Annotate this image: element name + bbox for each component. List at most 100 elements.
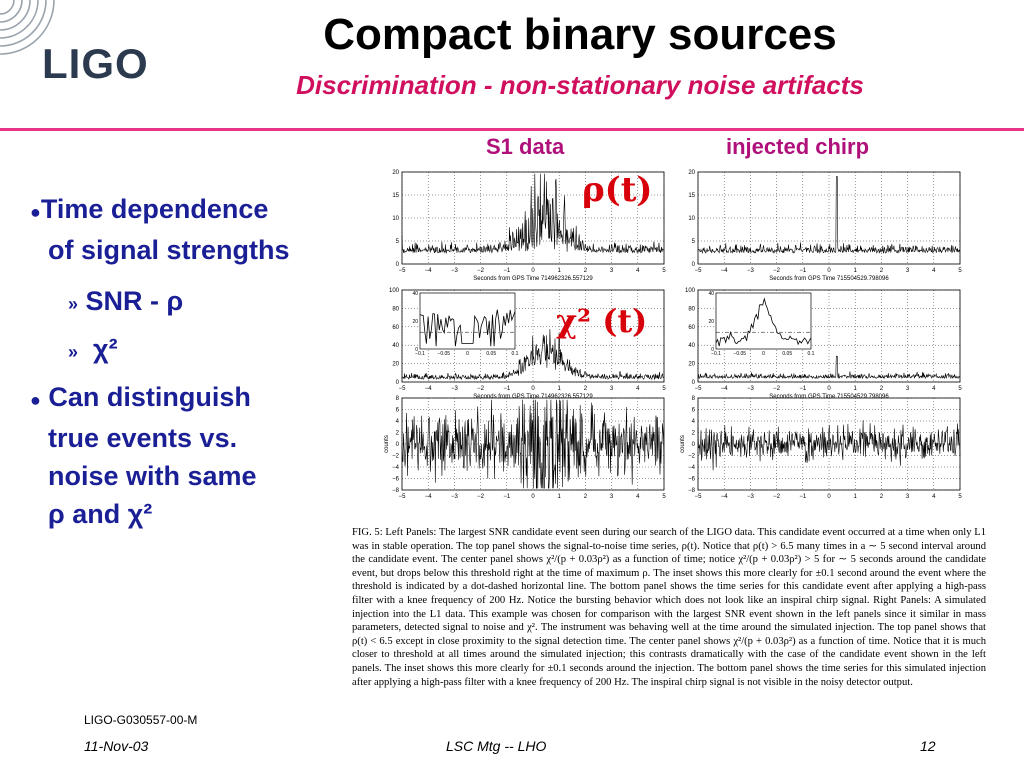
right-panel-2-inset-x-tick: −0.1 [711,351,721,357]
right-panel-2-x-tick: −3 [747,386,755,392]
left-panel-2-y-tick: 40 [392,343,399,349]
left-panel-1-x-tick: 2 [584,268,588,274]
right-panel-2-inset-x-tick: 0.05 [782,351,792,357]
right-panel-ylabel: counts [680,435,686,453]
right-panel-2-x-tick: −1 [799,386,807,392]
right-panel-1-x-tick: 3 [906,268,910,274]
left-panel-3-y-tick: 2 [396,431,400,437]
right-panel-1-x-tick: 5 [958,268,962,274]
footer-date: 11-Nov-03 [84,738,149,754]
right-panel-3-x-tick: 0 [827,494,831,500]
left-panel-2-inset-trace [419,309,516,347]
right-panel-3-x-tick: 5 [958,494,962,500]
left-panel-1-y-tick: 10 [392,216,399,222]
left-panel-3-y-tick: 8 [396,396,400,402]
left-panel-2-x-tick: −2 [477,386,485,392]
right-panel-1-y-tick: 0 [692,262,696,268]
left-panel-2-inset-x-tick: −0.05 [437,351,450,357]
right-panel-1-x-tick: −3 [747,268,755,274]
left-panel-3-y-tick: −6 [392,477,400,483]
right-panel-2-x-tick: 2 [880,386,884,392]
right-panel-3-x-tick: 1 [854,494,858,500]
sub-bullet-snr: » SNR - ρ [68,286,184,316]
chi-overlay-label: χ² (t) [556,302,648,340]
s1-data-label: S1 data [486,134,565,159]
left-panel-1-trace [401,173,665,254]
slide-subtitle: Discrimination - non-stationary noise ar… [296,70,864,100]
right-panel-1-x-tick: 2 [880,268,884,274]
right-panel-3-x-tick: −2 [773,494,781,500]
left-panel-3-y-tick: −2 [392,454,400,460]
left-panel-2-inset-x-tick: 0.1 [512,351,519,357]
left-panel-3-x-tick: −1 [503,494,511,500]
right-panel-1-x-tick: 0 [827,268,831,274]
right-panel-3-y-tick: 0 [692,442,696,448]
right-panel-2-inset-y-tick: 20 [708,319,714,325]
left-panel-3-x-tick: 4 [636,494,640,500]
right-panel-1-xlabel: Seconds from GPS Time 715504529.798096 [769,276,889,282]
left-panel-3-y-tick: −8 [392,488,400,494]
right-panel-1-y-tick: 15 [688,193,695,199]
right-panel-3-y-tick: −2 [688,454,696,460]
bullet-2-line-1: ● Can distinguish [30,382,251,412]
right-panel-2-inset-x-tick: 0 [762,351,765,357]
right-panel-1-x-tick: −1 [799,268,807,274]
left-panel-3-x-tick: 5 [662,494,666,500]
left-panel-2-x-tick: 5 [662,386,666,392]
sub-bullet-chi2: » χ² [68,334,118,364]
figure-caption: FIG. 5: Left Panels: The largest SNR can… [352,527,986,688]
right-panel-3-trace [697,420,961,471]
right-panel-3-y-tick: −6 [688,477,696,483]
right-panel-1-y-tick: 20 [688,170,695,176]
bullet-2-line-2: true events vs. [48,423,238,453]
left-panel-2-inset-y-tick: 20 [412,319,418,325]
right-panel-1-y-tick: 10 [688,216,695,222]
left-panel-3-x-tick: −5 [399,494,407,500]
left-panel-3-y-tick: 4 [396,419,400,425]
left-panel-1-x-tick: −1 [503,268,511,274]
right-panel-2-y-tick: 80 [688,306,695,312]
right-panel-3-x-tick: −4 [721,494,729,500]
left-panel-3-y-tick: −4 [392,465,400,471]
right-panel-3-x-tick: −5 [695,494,703,500]
left-panel-2-x-tick: −5 [399,386,407,392]
left-panel-2-x-tick: 3 [610,386,614,392]
right-panel-2-x-tick: 0 [827,386,831,392]
right-panel-2-y-tick: 100 [685,288,696,294]
left-panel-1-x-tick: −5 [399,268,407,274]
left-panel-ylabel: counts [384,435,390,453]
right-panel-3-x-tick: 2 [880,494,884,500]
doc-id: LIGO-G030557-00-M [84,713,198,727]
bullet-2-line-3: noise with same [48,461,257,491]
right-panel-1-x-tick: −4 [721,268,729,274]
left-panel-2-x-tick: −1 [503,386,511,392]
right-panel-3-x-tick: −3 [747,494,755,500]
left-panel-2-inset-frame [419,292,516,350]
right-panel-2-x-tick: −5 [695,386,703,392]
left-panel-2-y-tick: 60 [392,325,399,331]
left-panel-2-trace [401,329,665,381]
left-panel-3-y-tick: 0 [396,442,400,448]
left-panel-1-y-tick: 5 [396,239,400,245]
left-panel-2-y-tick: 80 [392,306,399,312]
bullet-2: ● Can distinguish true events vs. noise … [30,378,257,533]
left-panel-2-y-tick: 100 [389,288,400,294]
left-panel-2-x-tick: 4 [636,386,640,392]
rho-overlay-label: ρ(t) [582,170,653,210]
right-panel-2-x-tick: −4 [721,386,729,392]
right-panel-2-x-tick: −2 [773,386,781,392]
left-panel-1-y-tick: 15 [392,193,399,199]
left-panel-2-x-tick: 1 [558,386,562,392]
left-panel-3-x-tick: −2 [477,494,485,500]
left-panel-1-x-tick: 4 [636,268,640,274]
bullet-1: ●Time dependence of signal strengths [30,190,290,269]
right-panel-3-y-tick: −4 [688,465,696,471]
left-panel-3-trace [401,399,665,489]
left-panel-2-x-tick: −4 [425,386,433,392]
right-panel-3-x-tick: 3 [906,494,910,500]
left-panel-3-x-tick: 2 [584,494,588,500]
right-panel-3-y-tick: 8 [692,396,696,402]
right-panel-3-x-tick: 4 [932,494,936,500]
right-panel-2-inset-y-tick: 40 [708,291,714,297]
